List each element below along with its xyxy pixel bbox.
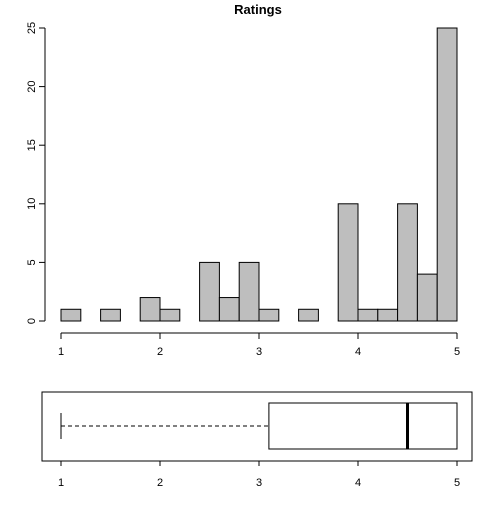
histogram-bar: [238, 261, 260, 322]
histogram-bar: [436, 27, 458, 322]
histogram-bar: [258, 308, 280, 322]
boxplot: [60, 402, 458, 450]
boxplot-x-tick-label: 4: [355, 477, 361, 489]
histogram-y-tick-label: 10: [26, 198, 38, 210]
histogram-x-tick-label: 2: [157, 346, 163, 358]
histogram-bar: [199, 261, 220, 322]
boxplot-x-axis: 1 2 3 4 5: [58, 461, 460, 489]
histogram-bar: [397, 203, 418, 322]
histogram-bar: [357, 308, 379, 322]
histogram-bar: [60, 308, 82, 322]
histogram-y-tick-label: 5: [26, 259, 38, 265]
histogram-bar: [337, 203, 359, 322]
histogram-bar: [416, 273, 438, 322]
histogram-x-tick-label: 4: [355, 346, 361, 358]
boxplot-x-tick-label: 2: [157, 477, 163, 489]
histogram-x-axis: 1 2 3 4 5: [58, 332, 460, 358]
boxplot-x-tick-label: 3: [256, 477, 262, 489]
histogram-bar: [218, 297, 240, 322]
histogram-y-tick-label: 20: [26, 80, 38, 92]
histogram-title: Ratings: [234, 2, 282, 17]
histogram-x-tick-label: 3: [256, 346, 262, 358]
histogram-y-tick-label: 15: [26, 139, 38, 151]
histogram-y-tick-label: 25: [26, 22, 38, 34]
boxplot-x-tick-label: 1: [58, 477, 64, 489]
histogram-bar: [100, 308, 121, 322]
histogram-y-axis: 0 5 10 15 20 25: [26, 22, 46, 324]
boxplot-frame: [41, 391, 473, 462]
histogram-y-tick-label: 0: [26, 318, 38, 324]
histogram-bars: [60, 27, 458, 322]
boxplot-box: [268, 402, 458, 450]
histogram-bar: [377, 308, 399, 322]
histogram-bar: [139, 297, 161, 322]
histogram-x-tick-label: 1: [58, 346, 64, 358]
boxplot-x-tick-label: 5: [454, 477, 460, 489]
histogram-x-tick-label: 5: [454, 346, 460, 358]
histogram-bar: [159, 308, 181, 322]
histogram-bar: [298, 308, 319, 322]
